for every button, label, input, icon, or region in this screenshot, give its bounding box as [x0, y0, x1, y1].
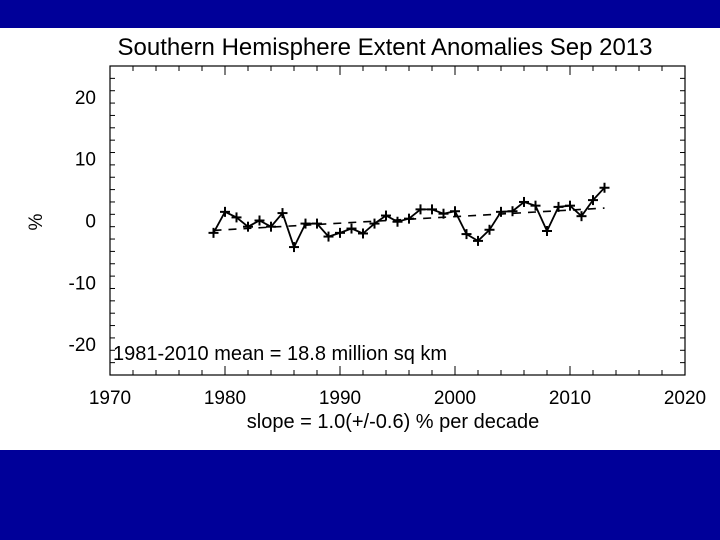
y-tick-label: -10: [69, 273, 96, 294]
anomaly-point: [427, 204, 437, 215]
x-tick-label: 2010: [549, 388, 591, 409]
y-tick-label: 0: [85, 212, 96, 233]
anomaly-point: [461, 229, 472, 240]
anomaly-point: [289, 242, 299, 253]
anomaly-point: [392, 216, 403, 227]
anomaly-point: [530, 200, 541, 211]
anomaly-point: [277, 208, 288, 219]
x-tick-label: 1970: [89, 388, 131, 409]
anomaly-point: [208, 227, 219, 238]
y-tick-label: 20: [75, 88, 96, 109]
anomaly-point: [231, 212, 242, 223]
anomaly-point: [243, 221, 253, 232]
anomaly-point: [588, 195, 598, 206]
anomaly-point: [335, 227, 345, 238]
anomaly-point: [542, 226, 552, 237]
chart-title: Southern Hemisphere Extent Anomalies Sep…: [118, 34, 653, 61]
plot-border: [109, 65, 686, 376]
plot-series: [208, 182, 610, 253]
anomaly-point: [381, 210, 391, 221]
x-tick-label: 2020: [664, 388, 706, 409]
anomaly-point: [473, 235, 483, 246]
y-axis: 20 10 0 -10 -20: [69, 65, 685, 376]
anomaly-point: [346, 223, 357, 234]
x-tick-label: 2000: [434, 388, 476, 409]
y-tick-label: -20: [69, 335, 96, 356]
x-axis: 1970 1980 1990 2000 2010 2020: [89, 66, 706, 409]
y-tick-label: 10: [75, 150, 96, 171]
anomaly-point: [254, 215, 265, 226]
x-tick-label: 1990: [319, 388, 361, 409]
anomaly-point: [507, 206, 518, 217]
x-tick-label: 1980: [204, 388, 246, 409]
anomaly-point: [484, 224, 495, 235]
anomaly-point: [565, 200, 575, 211]
anomaly-point: [358, 228, 368, 239]
anomaly-point: [323, 231, 334, 242]
anomaly-point: [415, 204, 426, 215]
anomaly-point: [300, 218, 311, 229]
anomaly-point: [496, 206, 506, 217]
slide-panel: [0, 28, 720, 450]
slope-annotation: slope = 1.0(+/-0.6) % per decade: [247, 411, 539, 433]
anomaly-point: [576, 211, 587, 222]
anomaly-point: [599, 182, 610, 193]
mean-annotation: 1981-2010 mean = 18.8 million sq km: [113, 343, 447, 365]
anomaly-point: [369, 218, 380, 229]
anomaly-point: [220, 206, 230, 217]
plot-frame: [109, 65, 686, 376]
trend-line: [213, 207, 605, 232]
anomaly-point: [450, 206, 460, 217]
anomaly-point: [519, 196, 529, 207]
y-axis-label: %: [26, 213, 47, 230]
